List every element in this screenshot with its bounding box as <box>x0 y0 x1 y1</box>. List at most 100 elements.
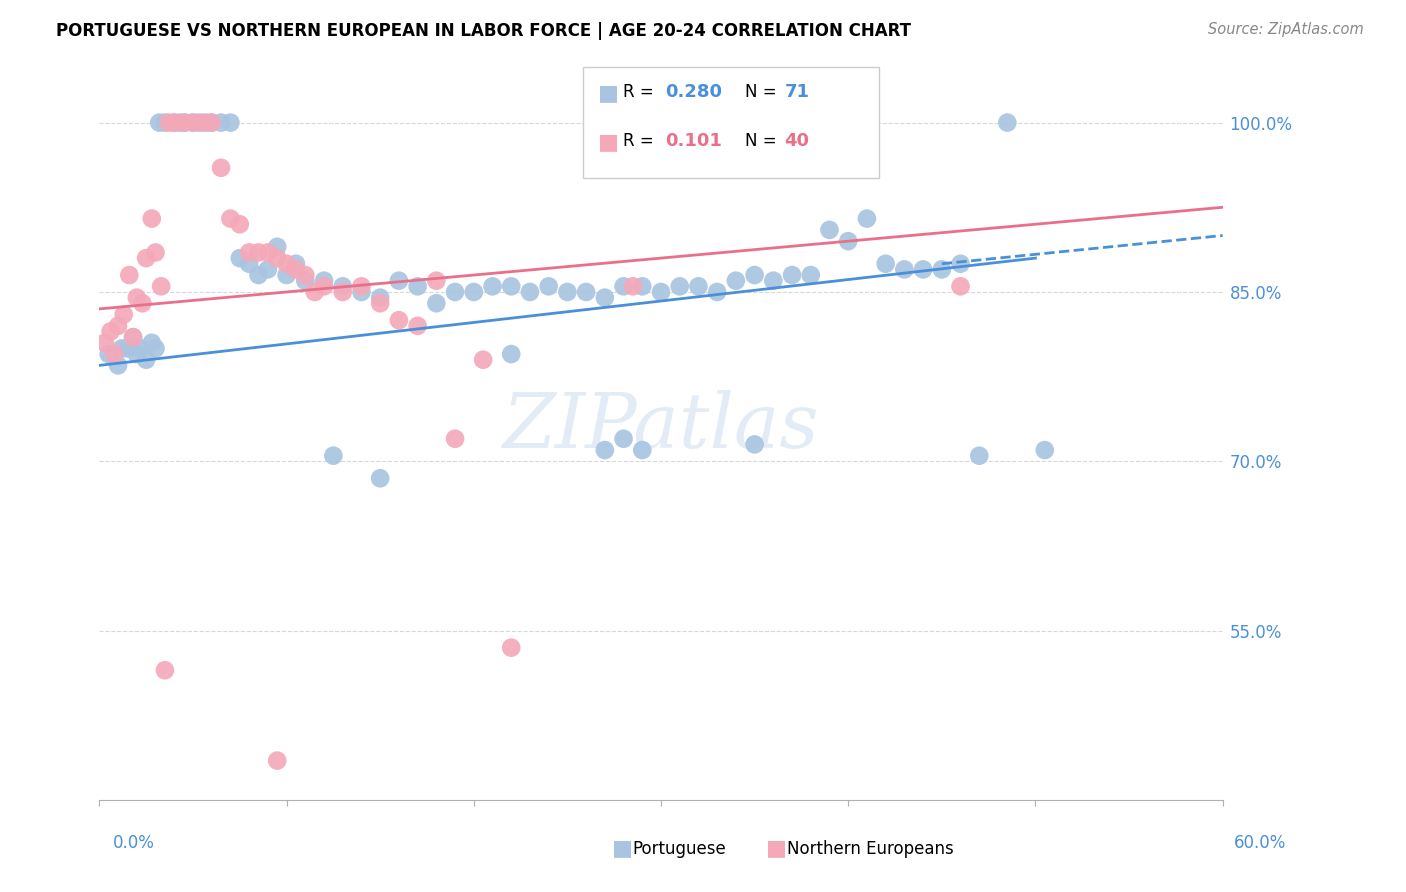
Point <box>247 268 270 282</box>
Point <box>107 359 129 373</box>
Point <box>187 115 209 129</box>
Point <box>173 115 195 129</box>
Text: 71: 71 <box>785 83 810 101</box>
Text: R =: R = <box>623 132 654 150</box>
Point <box>893 262 915 277</box>
Point <box>463 285 485 299</box>
Point <box>856 211 879 226</box>
Point <box>744 268 766 282</box>
Point <box>501 640 523 655</box>
Point <box>209 115 232 129</box>
Point <box>557 285 579 299</box>
Point <box>744 437 766 451</box>
Point <box>294 268 316 282</box>
Point <box>125 291 148 305</box>
Point <box>312 274 335 288</box>
Text: ■: ■ <box>612 838 633 858</box>
Point <box>174 115 197 129</box>
Text: ■: ■ <box>766 838 787 858</box>
Point <box>131 296 153 310</box>
Text: ■: ■ <box>598 132 619 152</box>
Point <box>724 274 747 288</box>
Point <box>537 279 560 293</box>
Point <box>103 347 125 361</box>
Point <box>191 115 214 129</box>
Point <box>444 285 467 299</box>
Point <box>122 330 145 344</box>
Point <box>257 262 280 277</box>
Point <box>247 245 270 260</box>
Point <box>294 274 316 288</box>
Point <box>575 285 598 299</box>
Point <box>425 296 447 310</box>
Text: ■: ■ <box>598 83 619 103</box>
Point <box>322 449 344 463</box>
Point <box>949 279 972 293</box>
Point <box>501 347 523 361</box>
Point <box>631 279 654 293</box>
Point <box>621 279 644 293</box>
Text: 0.101: 0.101 <box>665 132 721 150</box>
Text: N =: N = <box>745 132 776 150</box>
Point <box>350 285 373 299</box>
Point <box>94 335 117 350</box>
Point <box>593 443 616 458</box>
Point <box>350 279 373 293</box>
Point <box>931 262 953 277</box>
Point <box>762 274 785 288</box>
Point <box>1033 443 1056 458</box>
Point <box>148 115 170 129</box>
Point <box>875 257 897 271</box>
Point <box>257 245 280 260</box>
Point <box>153 115 176 129</box>
Point <box>266 240 288 254</box>
Text: Source: ZipAtlas.com: Source: ZipAtlas.com <box>1208 22 1364 37</box>
Point <box>388 313 411 327</box>
Point <box>153 663 176 677</box>
Point <box>195 115 218 129</box>
Point <box>163 115 186 129</box>
Point <box>122 330 145 344</box>
Point <box>425 274 447 288</box>
Point <box>201 115 224 129</box>
Point <box>688 279 710 293</box>
Point <box>706 285 728 299</box>
Point <box>135 352 157 367</box>
Point <box>169 115 191 129</box>
Point <box>444 432 467 446</box>
Point <box>650 285 672 299</box>
Point <box>111 342 134 356</box>
Point <box>157 115 180 129</box>
Point <box>481 279 503 293</box>
Point <box>284 262 307 277</box>
Point <box>201 115 224 129</box>
Point <box>118 268 141 282</box>
Point <box>141 335 163 350</box>
Point <box>284 257 307 271</box>
Point <box>612 432 634 446</box>
Point <box>100 325 122 339</box>
Point <box>519 285 541 299</box>
Text: Portuguese: Portuguese <box>633 840 727 858</box>
Text: ZIPatlas: ZIPatlas <box>503 391 820 465</box>
Point <box>332 285 354 299</box>
Point <box>818 223 841 237</box>
Point <box>912 262 935 277</box>
Point <box>612 279 634 293</box>
Point <box>219 211 242 226</box>
Text: R =: R = <box>623 83 654 101</box>
Point <box>949 257 972 271</box>
Point <box>112 308 135 322</box>
Point <box>97 347 120 361</box>
Point <box>266 251 288 265</box>
Text: 40: 40 <box>785 132 810 150</box>
Point <box>304 285 326 299</box>
Point <box>800 268 823 282</box>
Point <box>406 318 429 333</box>
Point <box>238 245 260 260</box>
Point <box>995 115 1018 129</box>
Point <box>668 279 690 293</box>
Point <box>125 347 148 361</box>
Point <box>368 291 391 305</box>
Text: Northern Europeans: Northern Europeans <box>787 840 955 858</box>
